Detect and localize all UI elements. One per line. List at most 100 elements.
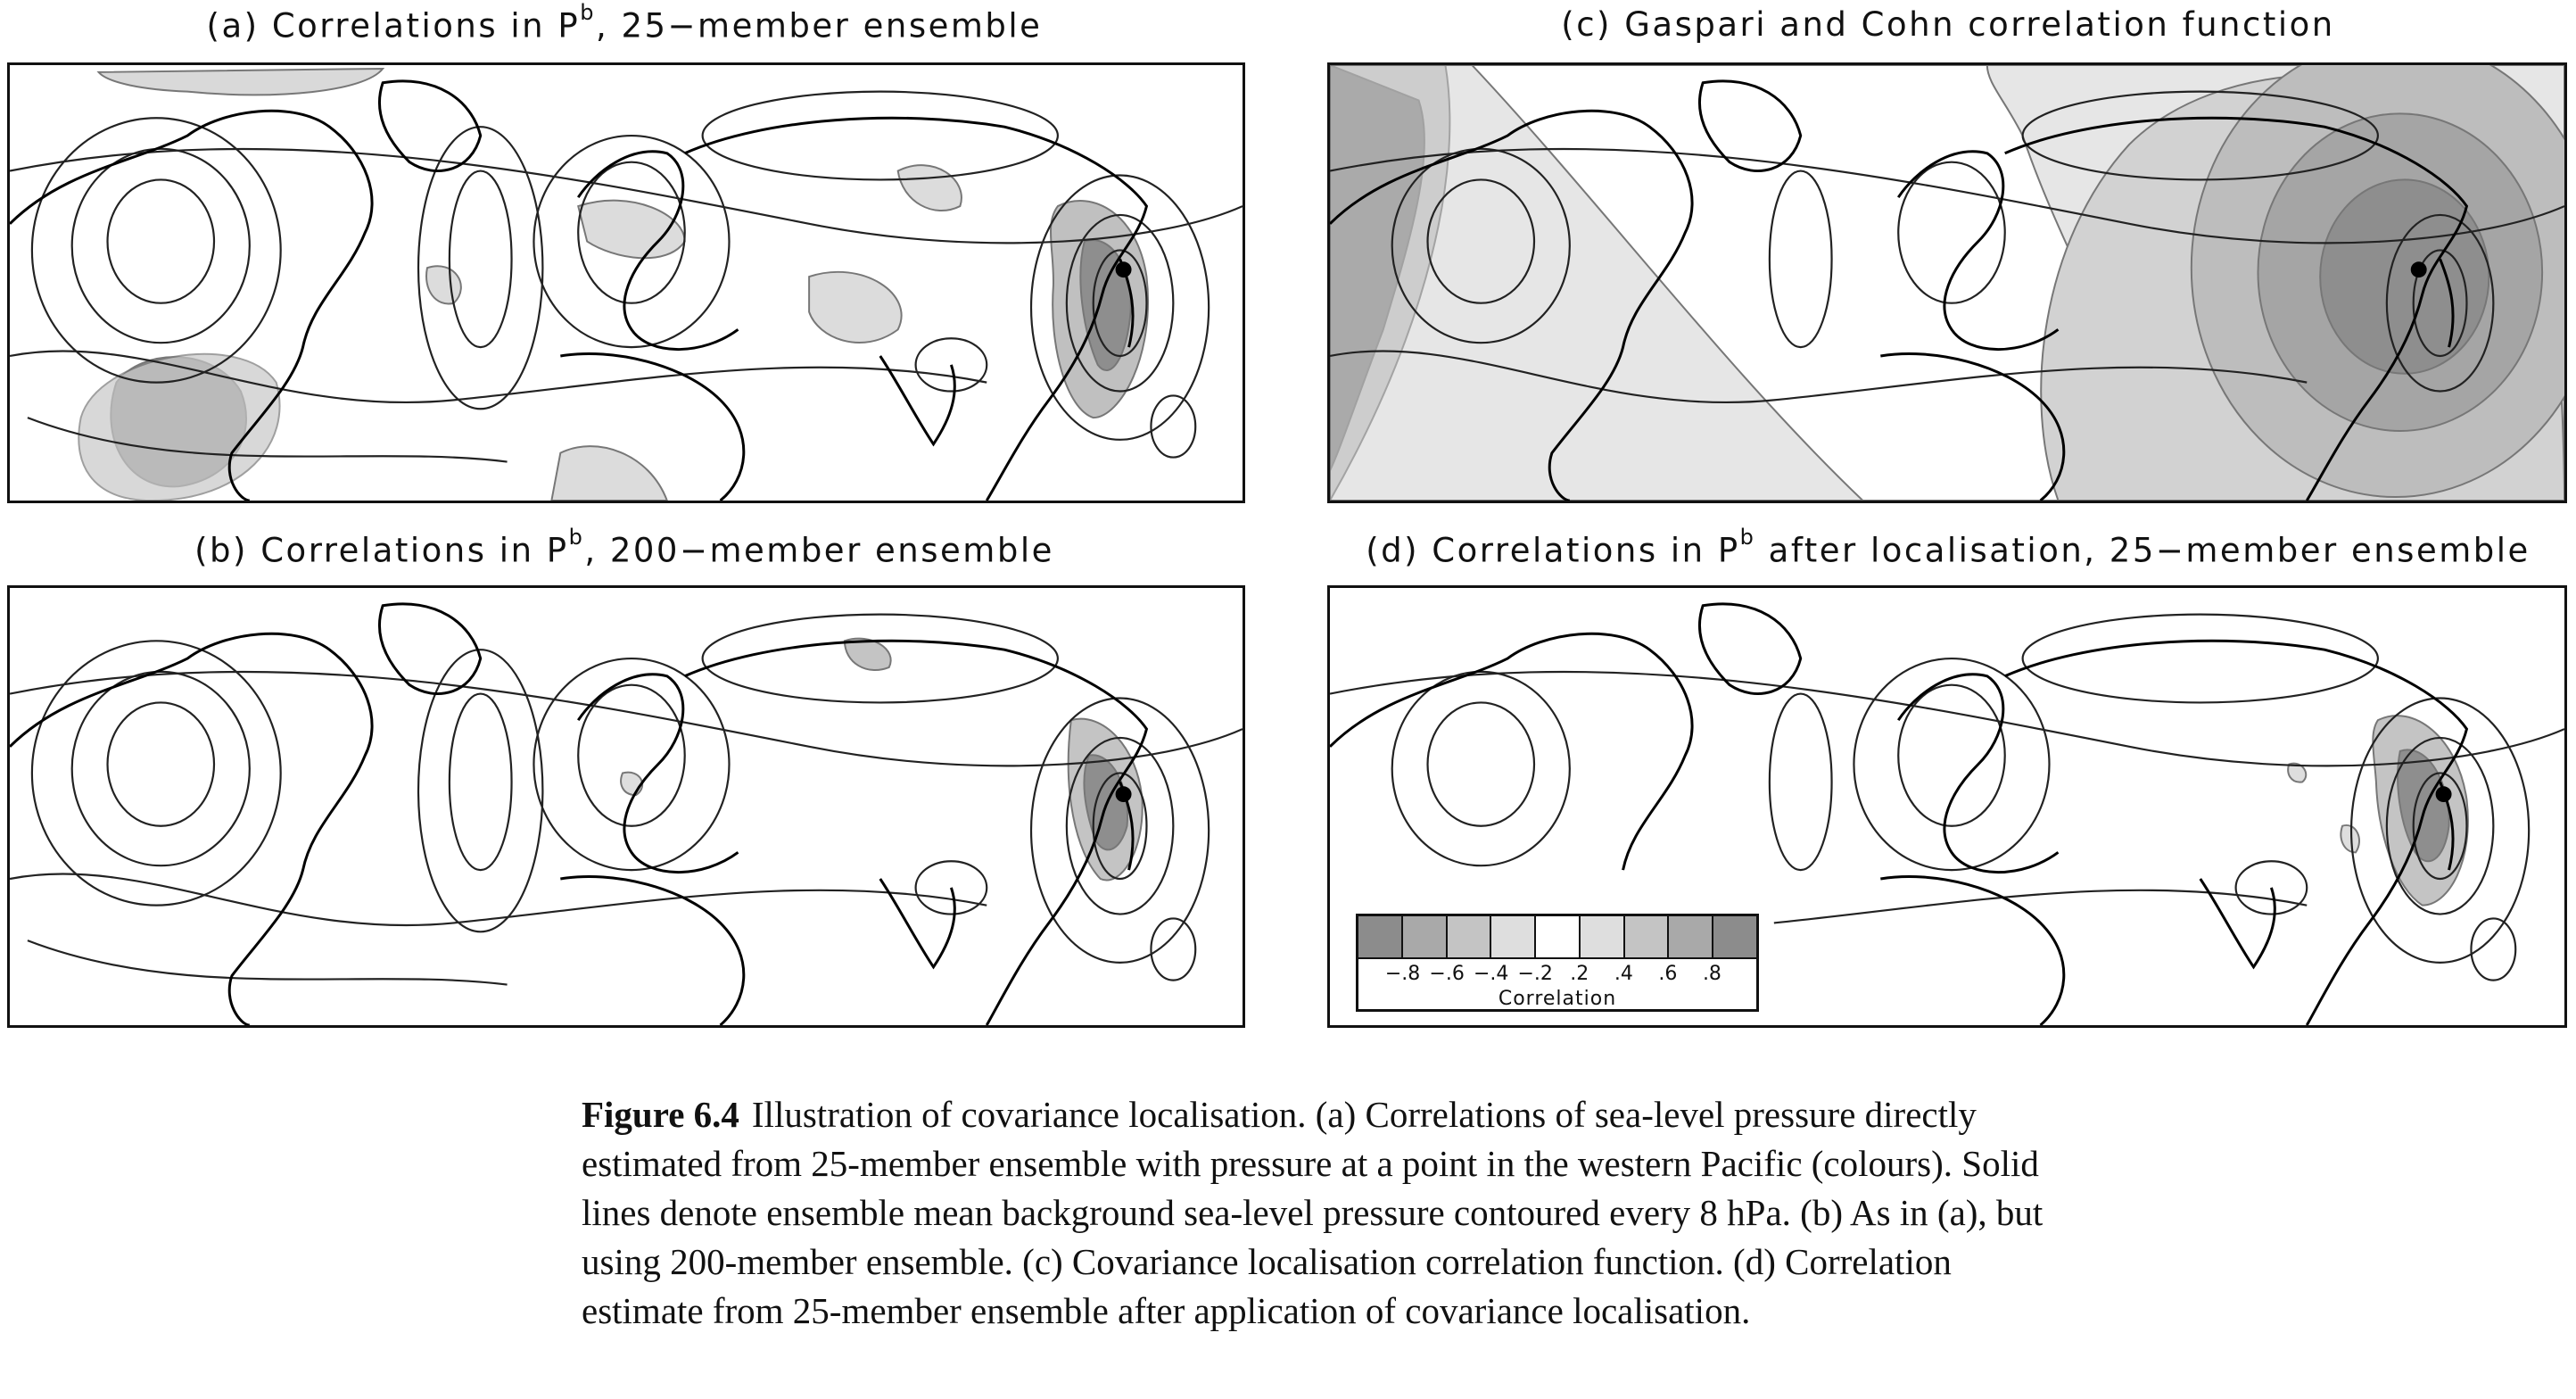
contour [417, 649, 544, 933]
coastlines-c [1330, 79, 2469, 501]
coastline-africa [560, 875, 746, 1025]
coastlines-a [10, 79, 1149, 501]
panel-d-title-rest: after localisation, 25−member ensemble [1755, 531, 2531, 570]
contour [70, 147, 251, 344]
shade-blob [425, 265, 462, 305]
contour [1391, 147, 1571, 344]
colorbar-tick-label: −.8 [1384, 963, 1421, 985]
contour [1426, 701, 1536, 827]
colorbar-tick-label: .2 [1570, 963, 1589, 985]
coastline-india [879, 878, 956, 970]
panel-d-title-sup: b [1739, 525, 1756, 550]
contour [1029, 697, 1210, 964]
contour [1426, 178, 1536, 304]
contour [1391, 670, 1571, 867]
coastline-greenland [1697, 602, 1803, 695]
coastline-india [2199, 878, 2276, 970]
coastline-europe [576, 150, 739, 351]
map-d-svg [1330, 602, 2564, 1025]
contour [1065, 736, 1175, 915]
figure-caption: Figure 6.4 Illustration of covariance loc… [582, 1090, 2044, 1336]
coastline-africa [560, 352, 746, 501]
colorbar-swatch [1358, 916, 1403, 957]
coastline-north-america [1330, 109, 1694, 501]
coastline-asia [684, 116, 1149, 501]
contour [10, 147, 1243, 244]
coastline-europe [1896, 150, 2060, 351]
colorbar-swatch [1402, 916, 1448, 957]
contour [27, 417, 508, 463]
panel-c-title: (c) Gaspari and Cohn correlation functio… [1329, 5, 2567, 44]
contour [1330, 350, 2308, 404]
shade-blob [808, 270, 903, 344]
contour [577, 683, 686, 827]
figure-caption-label: Figure 6.4 [582, 1094, 739, 1135]
shade-blob [2340, 824, 2360, 854]
panel-b-title-text: (b) Correlations in P [194, 531, 569, 570]
contour [2349, 697, 2531, 964]
shade-blob [843, 637, 892, 671]
coastlines-b [10, 602, 1149, 1025]
colorbar-tick-label: .4 [1614, 963, 1633, 985]
coastline-greenland [377, 79, 483, 172]
coastline-asia [2004, 639, 2469, 1025]
colorbar-tick-label: −.6 [1429, 963, 1465, 985]
contour [1853, 657, 2051, 872]
correlation-shading-a [78, 67, 1149, 501]
map-b-svg [10, 602, 1243, 1025]
panel-b-title-rest: , 200−member ensemble [584, 531, 1054, 570]
colorbar-swatch [1491, 916, 1537, 957]
contour [10, 670, 1243, 767]
coastline-asia [684, 639, 1149, 1025]
shade-blob [96, 67, 385, 96]
observation-point-c [2410, 261, 2427, 278]
observation-point-d [2435, 786, 2452, 803]
contour [1150, 394, 1197, 459]
coastline-greenland [377, 602, 483, 695]
contour [577, 161, 686, 304]
panel-d-title-text: (d) Correlations in P [1366, 531, 1740, 570]
contour [2470, 917, 2517, 981]
map-panel-b [7, 585, 1245, 1028]
map-c-svg [1330, 65, 2564, 501]
map-a-svg [10, 67, 1243, 501]
contour [914, 860, 988, 915]
colorbar-swatch [1713, 916, 1757, 957]
contour [106, 701, 216, 827]
coastline-asia [2004, 116, 2469, 501]
contour [2234, 860, 2308, 915]
contour [2412, 249, 2468, 358]
contour [1065, 213, 1175, 393]
contour [1768, 170, 1833, 349]
correlation-shading-b [620, 637, 1144, 882]
coastline-europe [576, 673, 739, 873]
colorbar-swatch [1669, 916, 1714, 957]
contour [30, 640, 282, 906]
colorbar-tick-label: −.2 [1517, 963, 1553, 985]
contour [10, 873, 987, 927]
panel-a-title-text: (a) Correlations in P [206, 6, 581, 46]
contour [1029, 174, 1210, 441]
shade-blob [2397, 749, 2450, 863]
shade-blob [896, 164, 962, 211]
pressure-contours-b [10, 613, 1243, 986]
map-panel-c [1327, 62, 2567, 503]
coastline-japan [2439, 258, 2455, 348]
colorbar-tick-label: .6 [1658, 963, 1678, 985]
contour [914, 337, 988, 393]
contour [2385, 213, 2495, 393]
correlation-shading-c [1330, 65, 2564, 501]
contour [1773, 889, 2308, 924]
correlation-colorbar: −.8 −.6 −.4 −.2 .2 .4 .6 .8 Correlation [1356, 914, 1759, 1012]
coastline-north-america [10, 109, 374, 501]
panel-c-title-text: (c) Gaspari and Cohn correlation functio… [1561, 5, 2335, 44]
contour [1897, 683, 2006, 827]
correlation-shading-d [2287, 715, 2469, 906]
shade-ring [2319, 178, 2490, 375]
contour [533, 134, 731, 349]
colorbar-tick-label: −.4 [1473, 963, 1509, 985]
contour [30, 117, 282, 384]
contour [1092, 772, 1148, 881]
coastline-north-america [10, 632, 374, 1025]
contour [2412, 772, 2468, 881]
